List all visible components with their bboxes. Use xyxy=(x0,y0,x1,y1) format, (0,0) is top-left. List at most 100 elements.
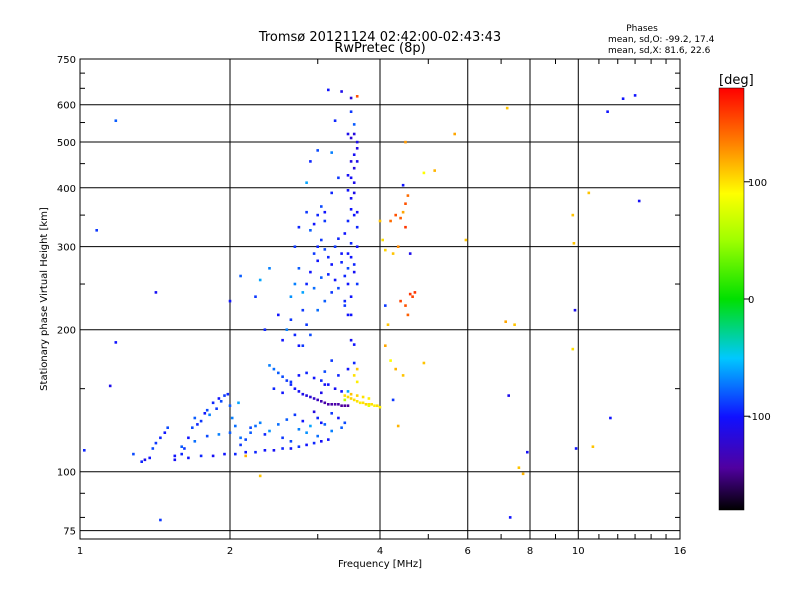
echo-point xyxy=(312,286,316,290)
echo-point xyxy=(346,395,350,399)
echo-point xyxy=(355,380,359,384)
echo-point xyxy=(211,454,215,458)
echo-point xyxy=(154,291,158,294)
echo-point xyxy=(323,219,327,223)
echo-point xyxy=(391,252,395,255)
echo-point xyxy=(333,403,337,406)
echo-point xyxy=(352,374,356,377)
colorbar-tick-label: 0 xyxy=(748,295,754,306)
echo-point xyxy=(349,338,353,342)
echo-point xyxy=(143,458,147,462)
y-tick-label: 750 xyxy=(57,55,76,66)
echo-point xyxy=(349,392,353,396)
echo-point xyxy=(193,440,197,443)
echo-point xyxy=(346,313,350,317)
echo-point xyxy=(154,441,158,445)
echo-point xyxy=(183,447,186,450)
echo-point xyxy=(401,183,405,187)
echo-point xyxy=(355,367,359,371)
echo-point xyxy=(320,421,323,425)
echo-point xyxy=(277,423,280,426)
echo-point xyxy=(132,452,135,456)
echo-point xyxy=(361,401,365,405)
echo-point xyxy=(289,318,293,321)
echo-point xyxy=(513,323,516,326)
echo-point xyxy=(340,390,343,393)
echo-point xyxy=(330,403,333,406)
echo-point xyxy=(217,397,221,400)
echo-point xyxy=(191,426,194,429)
echo-point xyxy=(572,242,576,245)
echo-point xyxy=(323,370,327,373)
echo-point xyxy=(215,407,218,410)
echo-point xyxy=(301,392,305,396)
echo-point xyxy=(263,449,267,452)
y-tick-label: 600 xyxy=(57,101,76,112)
echo-point xyxy=(114,119,118,122)
echo-point xyxy=(281,391,284,395)
echo-point xyxy=(346,367,350,371)
echo-point xyxy=(301,308,305,312)
echo-point xyxy=(205,434,209,438)
echo-point xyxy=(234,452,237,456)
echo-point xyxy=(337,286,340,290)
echo-point xyxy=(289,295,293,298)
echo-point xyxy=(330,412,333,415)
echo-point xyxy=(173,458,177,462)
phase-info-title: Phases xyxy=(626,24,658,34)
echo-point xyxy=(346,219,350,223)
echo-point xyxy=(370,403,373,406)
echo-point xyxy=(358,401,362,405)
echo-point xyxy=(312,397,316,400)
echo-point xyxy=(343,274,347,278)
echo-point xyxy=(327,403,330,406)
echo-point xyxy=(297,390,301,393)
echo-point xyxy=(346,404,350,407)
echo-point xyxy=(323,210,327,214)
echo-point xyxy=(83,449,86,452)
echo-point xyxy=(349,255,353,259)
echo-point xyxy=(349,197,353,200)
echo-point xyxy=(203,412,207,415)
echo-point xyxy=(312,222,316,226)
echo-point xyxy=(406,313,410,317)
y-tick-label: 300 xyxy=(57,243,76,254)
echo-point xyxy=(343,299,347,303)
echo-point xyxy=(316,245,319,248)
echo-point xyxy=(237,401,240,405)
echo-point xyxy=(268,267,271,270)
echo-point xyxy=(293,413,297,417)
echo-point xyxy=(316,149,319,152)
echo-point xyxy=(346,267,350,270)
echo-point xyxy=(258,474,262,478)
echo-point xyxy=(293,282,297,286)
chart-subtitle: RwPretec (8p) xyxy=(334,41,425,56)
echo-point xyxy=(277,313,280,317)
echo-point xyxy=(293,245,297,248)
echo-point xyxy=(312,252,316,255)
echo-point xyxy=(355,400,359,403)
echo-point xyxy=(305,323,308,326)
x-tick-label: 16 xyxy=(674,546,687,557)
echo-point xyxy=(180,452,183,456)
echo-point xyxy=(404,225,407,229)
echo-point xyxy=(95,229,98,232)
echo-point xyxy=(249,431,252,434)
echo-point xyxy=(521,472,525,476)
echo-point xyxy=(199,419,203,423)
echo-point xyxy=(244,454,247,458)
echo-point xyxy=(406,194,410,197)
echo-point xyxy=(323,299,327,303)
echo-point xyxy=(349,242,353,245)
colorbar-ticks: 100 0 -100 xyxy=(744,178,771,423)
echo-point xyxy=(305,394,308,397)
echo-point xyxy=(330,151,333,154)
echo-point xyxy=(159,436,162,440)
echo-point xyxy=(352,181,356,184)
chart-title: Tromsø 20121124 02:42:00-02:43:43 xyxy=(258,30,501,45)
x-tick-label: 1 xyxy=(77,546,83,557)
echo-point xyxy=(327,88,330,92)
echo-point xyxy=(343,232,347,235)
echo-point xyxy=(258,421,262,425)
echo-point xyxy=(394,213,397,217)
